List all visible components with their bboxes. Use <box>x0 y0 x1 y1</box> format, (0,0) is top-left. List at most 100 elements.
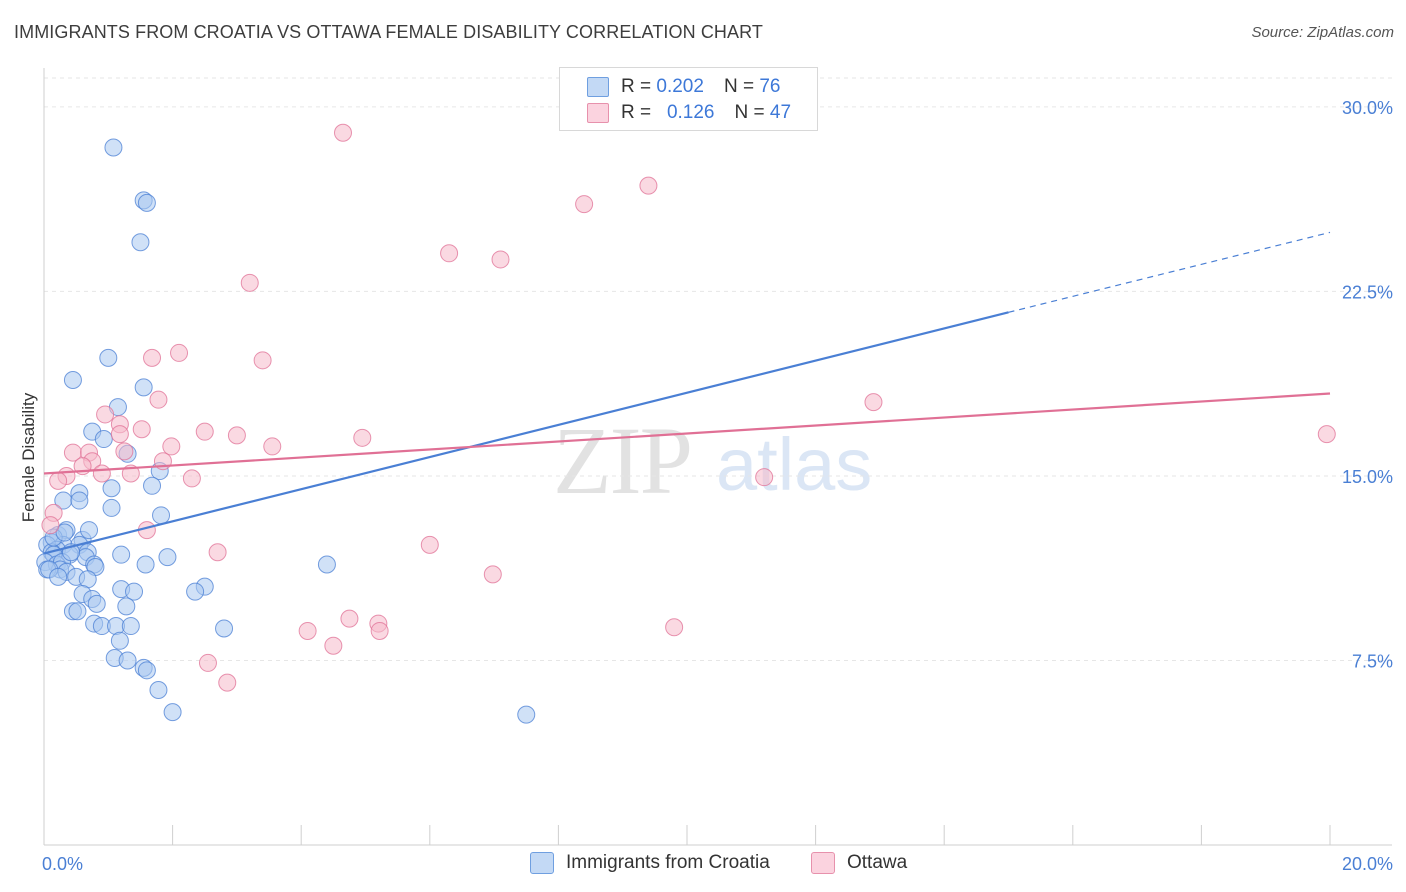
data-point-ottawa <box>440 244 459 263</box>
series-label-croatia: Immigrants from Croatia <box>566 852 770 873</box>
data-point-ottawa <box>370 621 389 640</box>
data-point-croatia <box>104 138 123 157</box>
series-label-ottawa: Ottawa <box>847 852 908 873</box>
data-point-croatia <box>110 631 129 650</box>
correlation-legend: R = 0.202 N = 76 R = 0.126 N = 47 <box>559 67 818 131</box>
data-point-ottawa <box>227 426 246 445</box>
data-point-croatia <box>158 548 177 567</box>
trend-line-extension-croatia <box>1008 231 1331 313</box>
series-swatch-ottawa <box>811 852 835 874</box>
data-point-croatia <box>137 661 156 680</box>
data-point-ottawa <box>1317 425 1336 444</box>
data-point-croatia <box>49 567 68 586</box>
data-point-ottawa <box>218 673 237 692</box>
data-point-ottawa <box>49 471 68 490</box>
data-point-croatia <box>131 233 150 252</box>
legend-n-value: 76 <box>759 76 781 97</box>
legend-row-croatia: R = 0.202 N = 76 <box>587 74 780 100</box>
source-label: Source: ZipAtlas.com <box>1251 24 1394 41</box>
data-point-ottawa <box>182 469 201 488</box>
data-point-ottawa <box>324 636 343 655</box>
data-point-croatia <box>102 479 121 498</box>
data-point-croatia <box>117 597 136 616</box>
data-point-croatia <box>186 582 205 601</box>
data-point-ottawa <box>162 437 181 456</box>
data-point-croatia <box>215 619 234 638</box>
data-point-ottawa <box>864 393 883 412</box>
data-point-croatia <box>152 506 171 525</box>
y-axis-label: Female Disability <box>19 392 38 522</box>
series-swatch-croatia <box>530 852 554 874</box>
legend-n-value: 47 <box>769 102 792 123</box>
data-point-ottawa <box>198 653 217 672</box>
legend-r-label: R = <box>621 76 652 97</box>
trend-line-ottawa <box>43 392 1331 475</box>
legend-n-label: N = <box>734 102 765 123</box>
data-point-croatia <box>121 617 140 636</box>
data-point-ottawa <box>195 422 214 441</box>
data-point-ottawa <box>92 464 111 483</box>
data-point-croatia <box>134 378 153 397</box>
data-point-croatia <box>517 705 536 724</box>
legend-r-value: 0.202 <box>656 76 704 97</box>
data-point-croatia <box>63 371 82 389</box>
data-point-croatia <box>137 193 156 212</box>
data-point-ottawa <box>253 351 272 370</box>
legend-r-value: 0.126 <box>666 102 715 123</box>
data-point-ottawa <box>639 176 658 195</box>
data-point-ottawa <box>575 195 594 214</box>
x-tick-label: 20.0% <box>1342 854 1393 874</box>
data-point-croatia <box>94 430 113 449</box>
data-point-ottawa <box>420 535 439 554</box>
data-point-ottawa <box>240 273 259 292</box>
legend-r-label: R = <box>621 102 652 123</box>
data-point-ottawa <box>110 425 129 444</box>
data-point-croatia <box>102 498 121 517</box>
data-point-croatia <box>149 681 168 699</box>
trend-line-croatia <box>43 311 1009 555</box>
data-point-croatia <box>55 523 74 542</box>
y-tick-label: 7.5% <box>1352 651 1393 671</box>
data-point-croatia <box>68 602 87 621</box>
y-tick-label: 30.0% <box>1342 98 1393 118</box>
data-point-ottawa <box>143 348 162 367</box>
data-point-ottawa <box>263 437 282 456</box>
data-point-ottawa <box>149 390 168 409</box>
data-point-ottawa <box>491 250 510 269</box>
legend-swatch-ottawa <box>587 103 609 123</box>
data-point-croatia <box>87 594 106 613</box>
series-legend-ottawa: Ottawa <box>811 852 907 874</box>
data-point-croatia <box>70 491 89 510</box>
x-tick-label: 0.0% <box>42 854 83 874</box>
data-point-croatia <box>143 476 162 495</box>
legend-row-ottawa: R = 0.126 N = 47 <box>587 100 791 126</box>
data-point-ottawa <box>755 468 774 487</box>
data-point-ottawa <box>96 405 115 424</box>
data-point-ottawa <box>333 123 352 142</box>
data-point-croatia <box>80 521 99 540</box>
data-point-croatia <box>118 651 137 670</box>
data-point-croatia <box>136 555 155 574</box>
watermark-zip: ZIP <box>553 407 693 514</box>
data-point-croatia <box>163 703 182 722</box>
legend-n-label: N = <box>723 76 755 97</box>
data-point-ottawa <box>132 420 151 439</box>
data-point-ottawa <box>298 621 317 640</box>
chart-title: IMMIGRANTS FROM CROATIA VS OTTAWA FEMALE… <box>14 22 763 42</box>
data-point-ottawa <box>41 516 60 535</box>
data-point-ottawa <box>115 442 134 461</box>
data-point-ottawa <box>340 609 359 628</box>
data-point-croatia <box>99 348 118 367</box>
data-point-croatia <box>125 582 144 601</box>
data-point-ottawa <box>665 618 684 637</box>
data-point-ottawa <box>483 565 502 584</box>
series-legend: Immigrants from Croatia Ottawa <box>0 852 1406 878</box>
data-point-ottawa <box>353 428 372 447</box>
data-point-croatia <box>317 555 336 574</box>
y-tick-label: 22.5% <box>1342 282 1393 302</box>
data-point-ottawa <box>170 343 189 362</box>
legend-swatch-croatia <box>587 77 609 97</box>
data-point-ottawa <box>208 543 227 562</box>
data-point-croatia <box>112 545 131 564</box>
